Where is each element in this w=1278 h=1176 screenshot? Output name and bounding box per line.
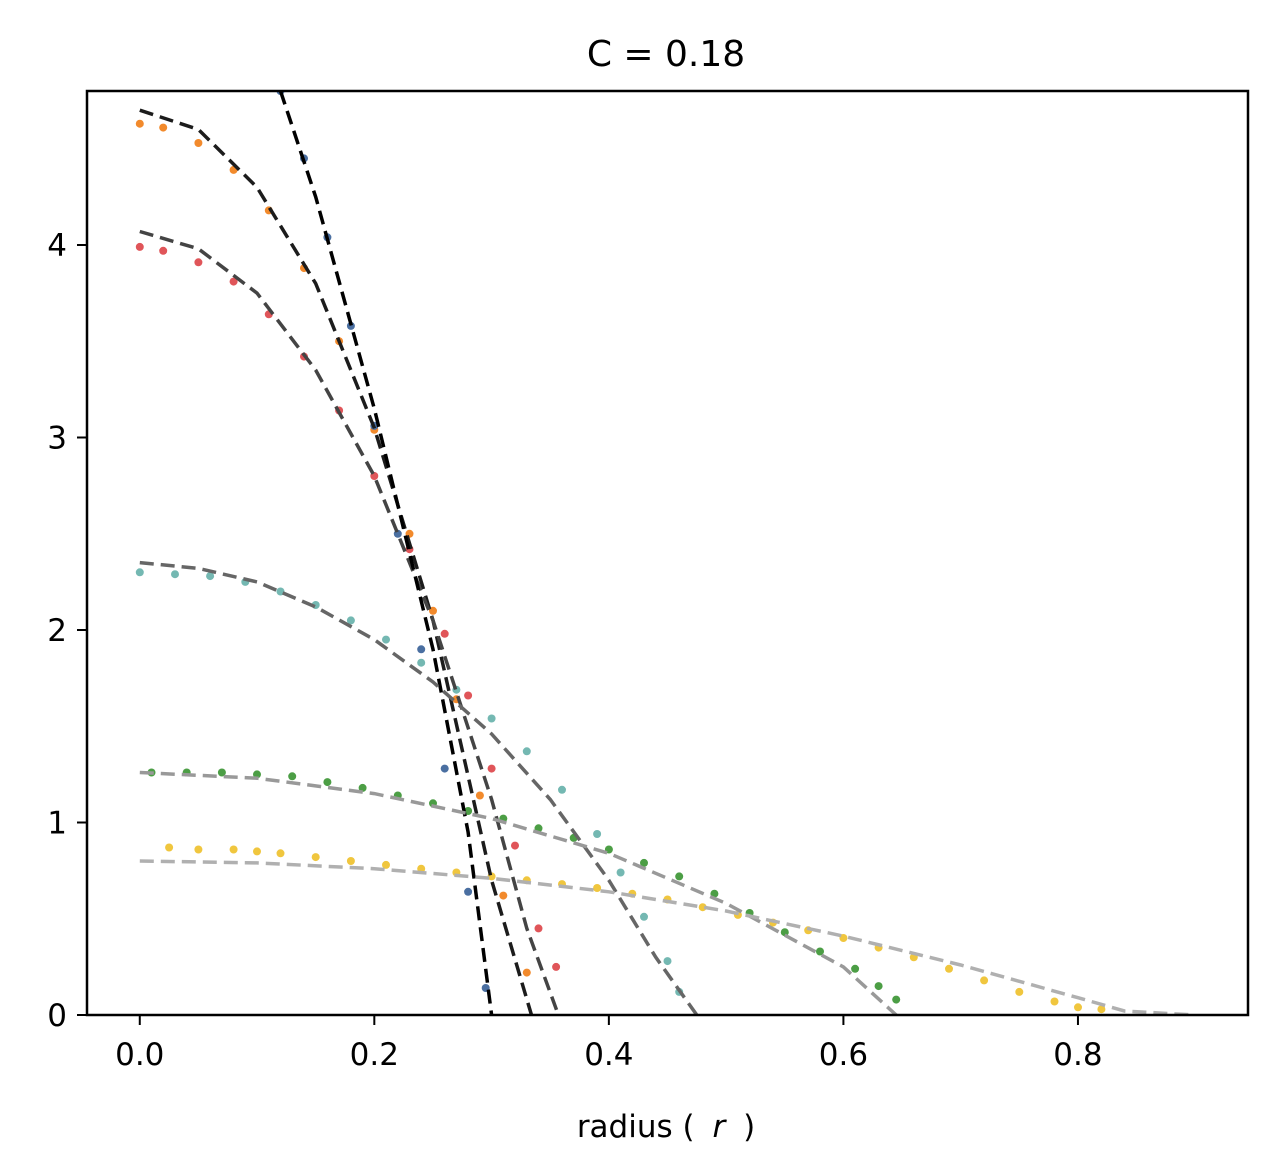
data-point — [159, 123, 168, 132]
data-point — [780, 928, 789, 937]
data-point — [511, 841, 519, 850]
y-tick-label: 2 — [47, 613, 67, 649]
fit-curve-6 — [139, 859, 1196, 1015]
data-point — [487, 764, 496, 773]
data-point — [839, 934, 848, 942]
data-point — [382, 860, 390, 869]
data-point — [558, 785, 566, 794]
data-point — [165, 843, 174, 852]
data-point — [487, 714, 496, 723]
data-point — [640, 858, 648, 867]
data-point — [552, 962, 561, 971]
series-layer — [135, 91, 1106, 1014]
y-tick-label: 0 — [47, 998, 67, 1034]
x-axis-label: radius ( r ) — [577, 1109, 755, 1145]
data-point — [675, 872, 684, 881]
x-tick-label: 0.2 — [350, 1037, 399, 1073]
data-point — [534, 924, 543, 933]
scatter-series-4 — [135, 242, 561, 971]
data-point — [346, 857, 355, 865]
data-point — [253, 847, 261, 856]
fit-curve-2 — [139, 229, 561, 1015]
data-point — [945, 964, 953, 973]
data-point — [440, 764, 449, 773]
data-point — [417, 658, 426, 667]
data-point — [522, 968, 531, 977]
data-point — [499, 891, 508, 900]
data-point — [217, 768, 226, 777]
y-axis: 0 1 2 3 4 — [47, 228, 87, 1034]
data-point — [475, 791, 484, 800]
data-point — [171, 570, 179, 579]
data-point — [159, 246, 168, 255]
data-point — [892, 995, 901, 1004]
data-point — [358, 783, 367, 792]
data-point — [417, 645, 426, 654]
data-point — [323, 778, 332, 787]
data-point — [464, 691, 473, 700]
data-point — [440, 629, 449, 638]
data-point — [1074, 1003, 1082, 1012]
scatter-series-2 — [147, 768, 901, 1004]
fit-curve-1 — [139, 108, 534, 1015]
data-point — [429, 606, 437, 615]
x-tick-label: 0.0 — [115, 1037, 164, 1073]
scatter-series-1 — [165, 843, 1106, 1014]
data-point — [1015, 987, 1024, 996]
x-axis: 0.0 0.2 0.4 0.6 0.8 — [115, 1015, 1103, 1073]
x-axis-label-close: ) — [743, 1109, 755, 1145]
plot-frame — [85, 89, 1250, 1017]
scatter-series-3 — [135, 568, 684, 996]
fit-curves-layer — [139, 91, 1196, 1015]
x-tick-label: 0.4 — [584, 1037, 633, 1073]
data-point — [593, 884, 602, 892]
data-point — [874, 982, 883, 991]
data-point — [229, 845, 238, 854]
fit-curve-5 — [139, 770, 898, 1015]
data-point — [522, 747, 531, 756]
x-axis-label-text: radius ( — [577, 1109, 695, 1145]
y-tick-label: 3 — [47, 421, 67, 457]
data-point — [194, 258, 203, 267]
data-point — [229, 277, 238, 286]
y-tick-label: 1 — [47, 806, 67, 842]
data-point — [135, 119, 144, 128]
data-point — [663, 957, 672, 966]
data-point — [194, 845, 203, 854]
data-point — [276, 849, 285, 858]
data-point — [464, 887, 473, 896]
data-point — [311, 853, 320, 862]
data-point — [288, 772, 297, 781]
fit-curve-3 — [278, 91, 494, 1015]
data-point — [851, 964, 860, 973]
data-point — [616, 868, 625, 877]
data-point — [382, 635, 390, 644]
data-point — [194, 139, 203, 147]
x-tick-label: 0.6 — [819, 1037, 868, 1073]
data-point — [206, 572, 215, 581]
data-point — [135, 242, 144, 251]
data-point — [640, 912, 648, 921]
chart-title: C = 0.18 — [587, 34, 745, 75]
data-point — [1097, 1005, 1106, 1014]
data-point — [1050, 997, 1059, 1006]
data-point — [816, 947, 824, 956]
x-tick-label: 0.8 — [1053, 1037, 1102, 1073]
scatter-series-6 — [276, 91, 490, 992]
data-point — [346, 616, 355, 625]
data-point — [346, 321, 355, 330]
data-point — [980, 976, 989, 985]
data-point — [135, 568, 144, 577]
data-point — [593, 830, 602, 838]
x-axis-label-variable: r — [712, 1109, 727, 1145]
y-tick-label: 4 — [47, 228, 67, 264]
fit-curve-4 — [139, 560, 699, 1015]
scatter-series-5 — [135, 119, 531, 977]
